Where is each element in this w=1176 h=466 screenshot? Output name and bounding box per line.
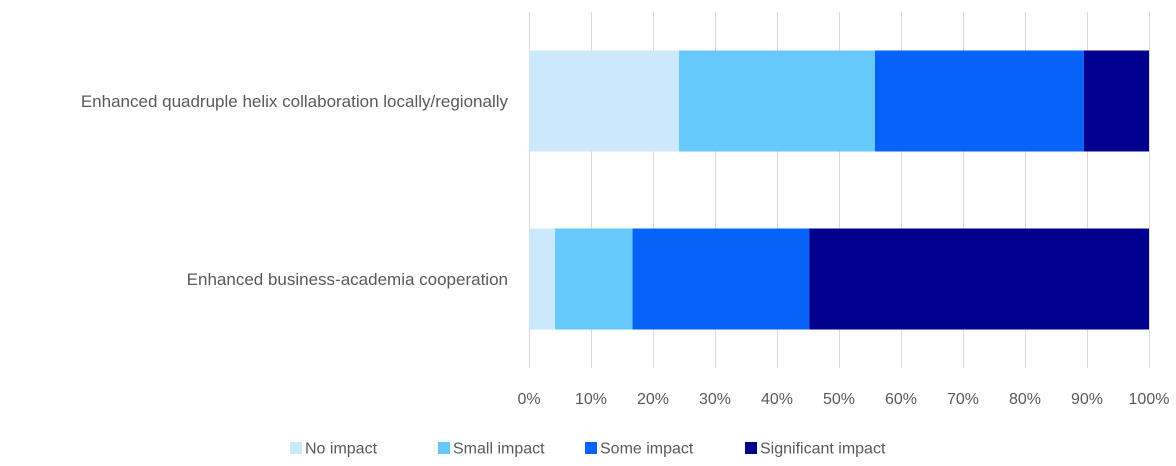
legend-label: Some impact bbox=[600, 441, 694, 458]
bar-segment bbox=[632, 228, 810, 330]
legend-swatch bbox=[745, 442, 757, 454]
x-tick-label: 0% bbox=[517, 391, 540, 408]
legend: No impact Small impact Some impact Signific… bbox=[290, 441, 886, 458]
bar-segment bbox=[529, 228, 556, 330]
legend-label: No impact bbox=[305, 441, 378, 458]
bar-segment bbox=[809, 228, 1149, 330]
bar-segment bbox=[529, 50, 680, 152]
legend-swatch bbox=[585, 442, 597, 454]
x-tick-label: 100% bbox=[1129, 391, 1170, 408]
bars bbox=[529, 50, 1149, 330]
x-tick-label: 50% bbox=[823, 391, 855, 408]
x-tick-label: 80% bbox=[1009, 391, 1041, 408]
x-tick-label: 60% bbox=[885, 391, 917, 408]
x-tick-label: 30% bbox=[699, 391, 731, 408]
x-tick-label: 90% bbox=[1071, 391, 1103, 408]
bar-segment bbox=[679, 50, 875, 152]
bar-segment bbox=[1083, 50, 1149, 152]
bar-segment bbox=[555, 228, 633, 330]
category-labels: Enhanced quadruple helix collaboration l… bbox=[81, 92, 509, 289]
x-tick-label: 20% bbox=[637, 391, 669, 408]
legend-label: Significant impact bbox=[760, 441, 886, 458]
x-tick-label: 70% bbox=[947, 391, 979, 408]
x-tick-label: 40% bbox=[761, 391, 793, 408]
x-tick-labels: 0% 10% 20% 30% 40% 50% 60% 70% 80% 90% 100% bbox=[517, 391, 1169, 408]
x-tick-label: 10% bbox=[575, 391, 607, 408]
legend-swatch bbox=[438, 442, 450, 454]
category-label: Enhanced business-academia cooperation bbox=[187, 270, 508, 289]
bar-segment bbox=[874, 50, 1084, 152]
category-label: Enhanced quadruple helix collaboration l… bbox=[81, 92, 509, 111]
legend-swatch bbox=[290, 442, 302, 454]
legend-label: Small impact bbox=[453, 441, 545, 458]
